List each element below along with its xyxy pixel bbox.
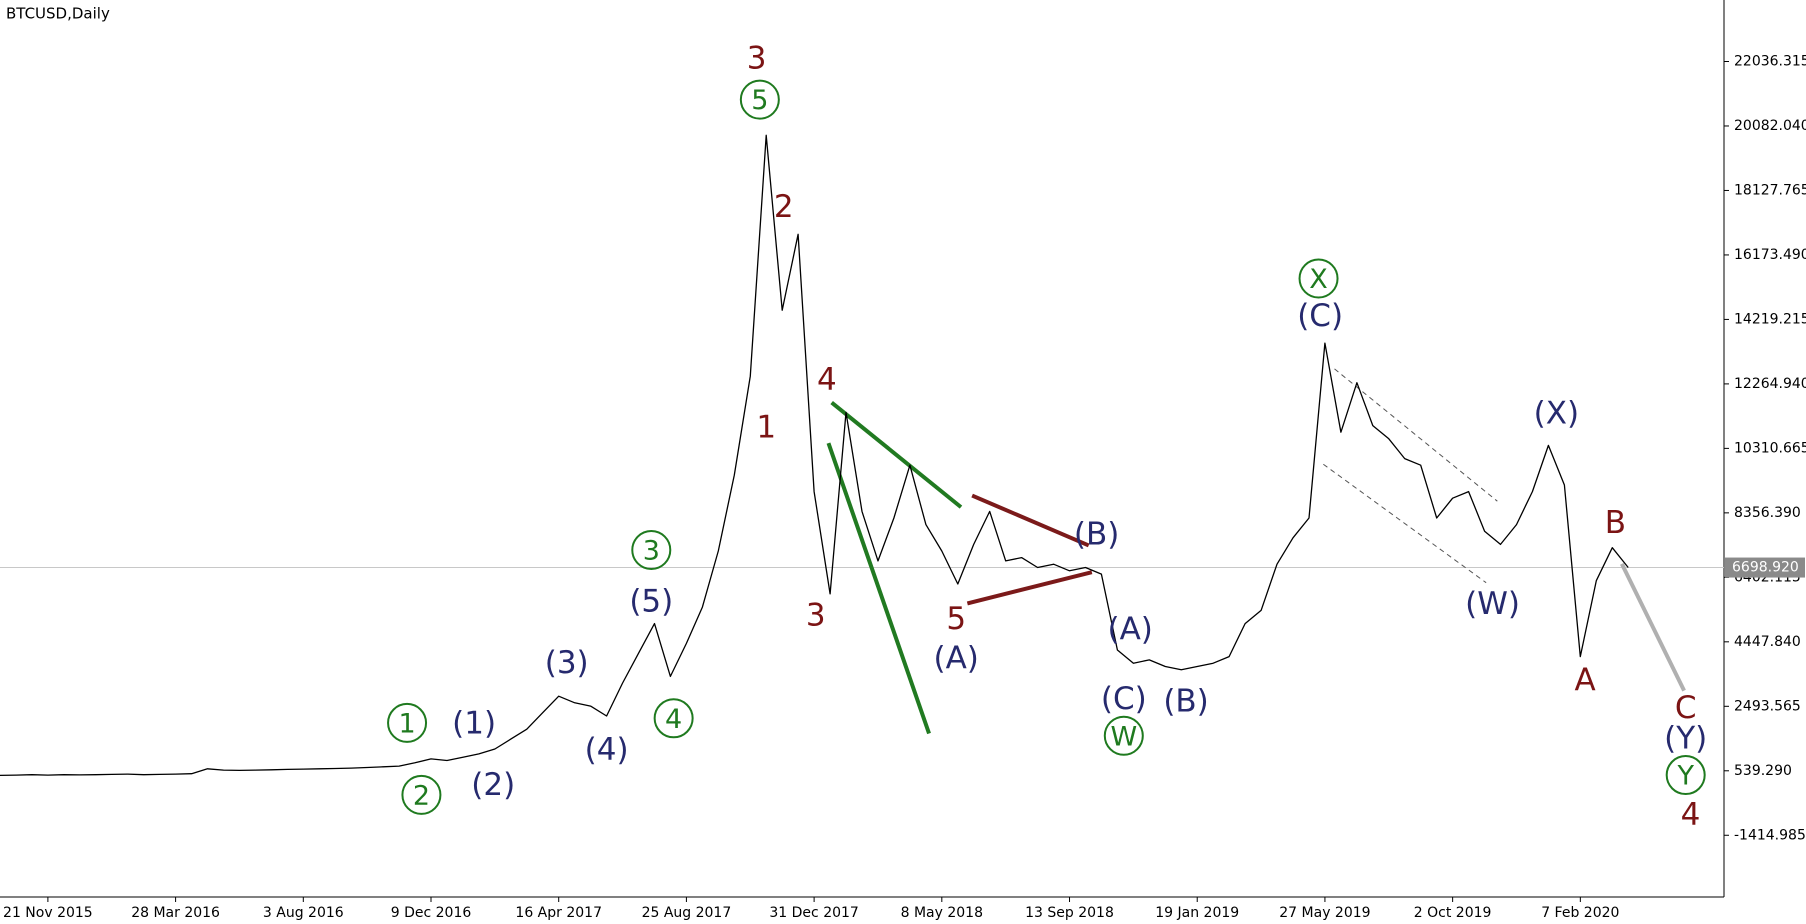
y-tick-label: 8356.390 xyxy=(1734,505,1801,521)
x-tick-label: 25 Aug 2017 xyxy=(642,905,732,921)
wave-label: 1 xyxy=(756,409,776,445)
wave-label: 3 xyxy=(747,41,767,77)
wave-label: (W) xyxy=(1465,586,1520,622)
wave-label: (C) xyxy=(1297,298,1343,334)
wave-label: 4 xyxy=(1681,797,1701,833)
wave-label: (A) xyxy=(933,640,978,676)
chart-title: BTCUSD,Daily xyxy=(6,5,110,23)
wave-label: W xyxy=(1110,721,1137,752)
current-price-box xyxy=(1725,557,1805,578)
wave-label: C xyxy=(1675,690,1697,726)
label-circle xyxy=(1298,258,1339,299)
wave-label: (B) xyxy=(1163,683,1208,719)
y-tick-label: 18127.765 xyxy=(1734,182,1806,198)
y-tick-label: 4447.840 xyxy=(1734,634,1801,650)
y-tick-label: 22036.315 xyxy=(1734,53,1806,69)
label-circle xyxy=(739,79,780,120)
wave-label: Y xyxy=(1676,761,1694,792)
wave-label: (3) xyxy=(545,645,589,681)
trend-line xyxy=(826,442,931,735)
trend-line xyxy=(966,570,1093,606)
x-tick-label: 7 Feb 2020 xyxy=(1541,905,1619,921)
y-tick-label: 539.290 xyxy=(1734,763,1792,779)
trend-line xyxy=(1620,563,1686,692)
label-circle xyxy=(631,530,672,571)
wave-label: (B) xyxy=(1074,516,1119,552)
y-tick-label: -1414.985 xyxy=(1734,827,1806,843)
wave-label: 3 xyxy=(806,598,826,634)
x-tick-label: 27 May 2019 xyxy=(1279,905,1370,921)
x-tick-label: 16 Apr 2017 xyxy=(515,905,602,921)
wave-label: (A) xyxy=(1107,611,1152,647)
wave-label: X xyxy=(1309,264,1328,295)
wave-label: 2 xyxy=(413,780,430,811)
x-tick-label: 3 Aug 2016 xyxy=(263,905,344,921)
trend-line xyxy=(971,493,1090,548)
wave-label: 5 xyxy=(946,601,966,637)
x-tick-label: 19 Jan 2019 xyxy=(1155,905,1239,921)
wave-label: (Y) xyxy=(1664,721,1707,757)
label-circle xyxy=(1103,715,1144,756)
wave-label: (1) xyxy=(452,705,496,741)
trend-line xyxy=(1323,463,1487,584)
x-tick-label: 2 Oct 2019 xyxy=(1414,905,1492,921)
x-tick-label: 9 Dec 2016 xyxy=(391,905,472,921)
label-circle xyxy=(387,702,428,743)
x-tick-label: 28 Mar 2016 xyxy=(131,905,220,921)
wave-label: 2 xyxy=(774,189,794,225)
trend-line xyxy=(830,400,963,509)
wave-label: 1 xyxy=(398,708,415,739)
x-tick-label: 31 Dec 2017 xyxy=(769,905,858,921)
wave-label: A xyxy=(1575,663,1596,699)
x-tick-label: 13 Sep 2018 xyxy=(1025,905,1114,921)
trend-line xyxy=(1334,368,1498,502)
x-tick-label: 8 May 2018 xyxy=(901,905,983,921)
label-circle xyxy=(653,698,694,739)
wave-label: 3 xyxy=(643,536,660,567)
wave-label: (C) xyxy=(1101,681,1147,717)
y-tick-label: 14219.215 xyxy=(1734,311,1806,327)
y-tick-label: 2493.565 xyxy=(1734,698,1801,714)
wave-label: 5 xyxy=(751,85,768,116)
y-tick-label: 16173.490 xyxy=(1734,247,1806,263)
wave-label: (2) xyxy=(471,767,515,803)
wave-label: (5) xyxy=(629,584,673,620)
price-line xyxy=(0,134,1629,777)
label-circle xyxy=(401,774,442,815)
wave-label: (X) xyxy=(1534,396,1579,432)
y-tick-label: 10310.665 xyxy=(1734,440,1806,456)
current-price-label: 6698.920 xyxy=(1732,560,1799,576)
y-tick-label: 20082.040 xyxy=(1734,118,1806,134)
x-tick-label: 21 Nov 2015 xyxy=(3,905,93,921)
wave-label: 4 xyxy=(817,362,837,398)
label-circle xyxy=(1665,755,1706,796)
wave-label: (4) xyxy=(585,732,629,768)
y-tick-label: 12264.940 xyxy=(1734,376,1806,392)
wave-label: B xyxy=(1605,505,1626,541)
wave-label: 4 xyxy=(665,704,682,735)
